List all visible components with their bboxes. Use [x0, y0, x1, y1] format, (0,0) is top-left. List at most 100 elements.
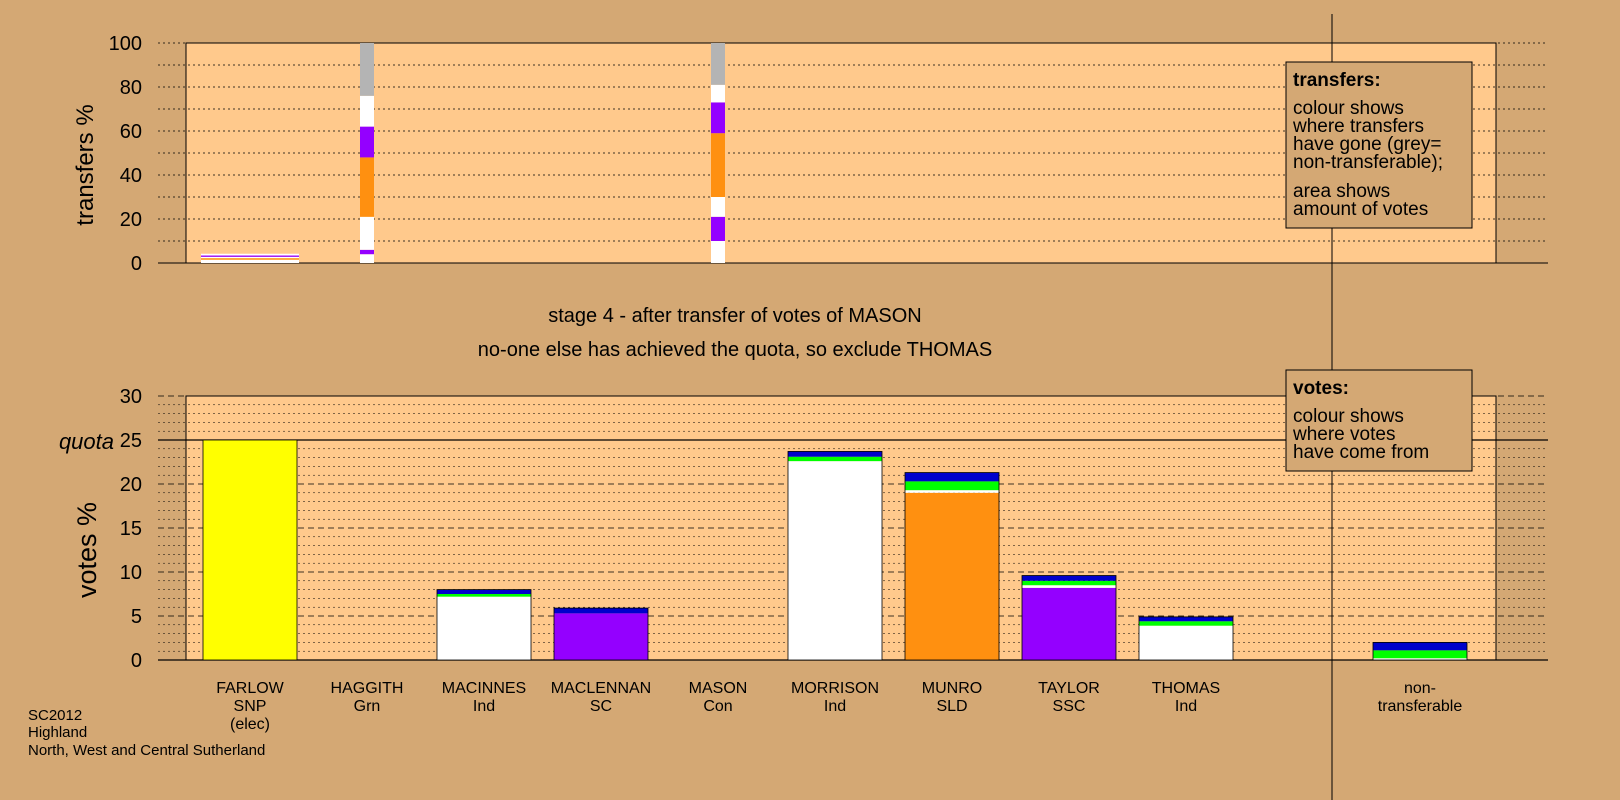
transfers-legend-line: have gone (grey= — [1293, 134, 1441, 155]
vote-bar-outline — [1138, 616, 1234, 661]
vote-segment — [1373, 642, 1467, 651]
vote-bar-outline — [202, 439, 298, 661]
transfer-segment — [360, 95, 374, 127]
votes-legend-line: where votes — [1292, 424, 1395, 445]
transfer-segment — [711, 102, 725, 134]
votes-tick-labels: 0 5 10 15 20 25 30 — [120, 386, 142, 672]
vote-segment — [788, 451, 882, 457]
transfers-tick-label: 100 — [109, 33, 142, 55]
vote-bars — [202, 439, 1468, 661]
transfers-legend-line: non-transferable); — [1293, 152, 1443, 173]
transfers-gridlines — [158, 42, 1548, 264]
candidate-label: THOMAS — [1152, 680, 1220, 697]
footer-ward: North, West and Central Sutherland — [28, 742, 265, 759]
transfers-legend-line: amount of votes — [1293, 199, 1428, 220]
candidate-label: MACINNES — [442, 680, 526, 697]
vote-segment — [1139, 616, 1233, 622]
votes-tick-label: 20 — [120, 474, 142, 496]
vote-segment — [1022, 585, 1116, 588]
candidate-label: MASON — [689, 680, 748, 697]
transfers-legend-line: where transfers — [1292, 116, 1424, 137]
votes-axis-label: votes % — [72, 502, 102, 598]
transfer-segment — [201, 255, 299, 257]
vote-segment — [1373, 650, 1467, 659]
candidate-label: Ind — [824, 698, 846, 715]
candidate-label: transferable — [1378, 698, 1463, 715]
transfer-segment — [711, 133, 725, 197]
vote-segment — [905, 472, 999, 482]
candidate-label: non- — [1404, 680, 1436, 697]
candidate-label: Con — [703, 698, 732, 715]
candidate-label: MUNRO — [922, 680, 982, 697]
votes-legend-box — [1285, 369, 1473, 472]
vote-segment — [437, 596, 531, 660]
candidate-label: Ind — [473, 698, 495, 715]
transfers-legend-line: colour shows — [1293, 98, 1404, 119]
vote-segment — [1373, 658, 1467, 660]
vote-segment — [905, 481, 999, 491]
transfers-tick-label: 40 — [120, 165, 142, 187]
transfer-segment — [360, 157, 374, 217]
vote-bar-outline — [1021, 575, 1117, 661]
transfers-legend-box — [1285, 61, 1473, 229]
vote-segment — [554, 613, 648, 660]
vote-segment — [1139, 625, 1233, 660]
stage-note: no-one else has achieved the quota, so e… — [478, 339, 992, 361]
footer: SC2012 Highland North, West and Central … — [28, 707, 265, 759]
votes-tick-label: 5 — [131, 606, 142, 628]
transfers-tick-label: 20 — [120, 209, 142, 231]
quota-label: quota — [59, 429, 114, 454]
vote-bar-outline — [904, 472, 1000, 661]
votes-tick-label: 30 — [120, 386, 142, 408]
transfer-segment — [360, 249, 374, 255]
transfer-segment — [360, 254, 374, 263]
candidate-label: SC — [590, 698, 612, 715]
vote-segment — [437, 589, 531, 594]
candidate-label: Grn — [354, 698, 381, 715]
candidate-label: SSC — [1053, 698, 1086, 715]
footer-council: Highland — [28, 724, 87, 741]
transfer-segment — [360, 216, 374, 250]
stage-title: stage 4 - after transfer of votes of MAS… — [548, 305, 922, 327]
votes-tick-label: 0 — [131, 650, 142, 672]
vote-segment — [1022, 575, 1116, 581]
transfer-segment — [201, 253, 299, 256]
votes-legend-title: votes: — [1293, 378, 1349, 399]
vote-segment — [788, 461, 882, 660]
transfers-tick-labels: 0 20 40 60 80 100 — [109, 33, 142, 275]
candidate-label: MACLENNAN — [551, 680, 651, 697]
transfers-legend: transfers: colour shows where transfers … — [1285, 61, 1473, 229]
votes-legend-line: colour shows — [1293, 406, 1404, 427]
transfers-axis-label: transfers % — [72, 104, 99, 225]
transfers-legend-title: transfers: — [1293, 70, 1381, 91]
vote-bar-outline — [436, 589, 532, 661]
candidate-label: Ind — [1175, 698, 1197, 715]
transfer-segment — [201, 258, 299, 260]
votes-legend: votes: colour shows where votes have com… — [1285, 369, 1473, 472]
transfers-tick-label: 80 — [120, 77, 142, 99]
transfer-segment — [711, 216, 725, 241]
transfers-tick-label: 60 — [120, 121, 142, 143]
candidate-labels: FARLOWSNP(elec)HAGGITHGrnMACINNESIndMACL… — [216, 680, 1462, 733]
vote-segment — [905, 492, 999, 660]
votes-legend-line: have come from — [1293, 442, 1429, 463]
transfer-segment — [201, 256, 299, 259]
transfers-tick-label: 0 — [131, 253, 142, 275]
vote-bar-outline — [787, 451, 883, 661]
transfer-segment — [360, 43, 374, 96]
candidate-label: HAGGITH — [331, 680, 404, 697]
transfer-columns — [201, 43, 725, 263]
vote-segment — [788, 456, 882, 462]
vote-segment — [203, 440, 297, 660]
candidate-label: MORRISON — [791, 680, 879, 697]
votes-tick-label: 15 — [120, 518, 142, 540]
vote-segment — [905, 490, 999, 493]
transfer-segment — [711, 84, 725, 103]
candidate-label: (elec) — [230, 716, 270, 733]
vote-bar-outline — [1372, 642, 1468, 661]
candidate-label: SNP — [234, 698, 267, 715]
votes-tick-label: 10 — [120, 562, 142, 584]
vote-segment — [1139, 621, 1233, 626]
transfer-segment — [711, 241, 725, 263]
